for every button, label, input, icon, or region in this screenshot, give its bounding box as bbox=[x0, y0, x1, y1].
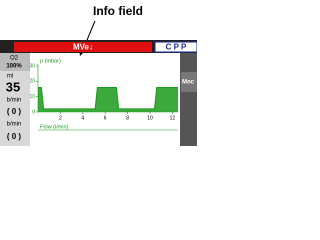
x-tick-label: 2 bbox=[59, 115, 62, 121]
y-tick-label: 30 bbox=[29, 63, 35, 69]
mode-box bbox=[154, 41, 197, 53]
x-tick-label: 12 bbox=[170, 115, 176, 121]
alarm-bar bbox=[14, 42, 152, 52]
flow-label: Flow (l/min) bbox=[40, 124, 69, 130]
o2-label: O2 bbox=[10, 56, 19, 62]
unit: ml bbox=[7, 74, 13, 80]
waveform-line bbox=[38, 86, 178, 110]
plot: 0 10 20 30 2 4 6 8 10 12 bbox=[29, 63, 178, 121]
unit: b/min bbox=[7, 98, 22, 104]
waveform-area bbox=[38, 87, 178, 112]
screenshot: Info field MVe↓ C P P O2 100% ml 35 b/mi… bbox=[0, 0, 197, 146]
x-tick-label: 4 bbox=[81, 115, 84, 121]
value: ( 0 ) bbox=[7, 107, 22, 116]
o2-box bbox=[0, 53, 30, 71]
x-tick-label: 8 bbox=[126, 115, 129, 121]
y-tick-label: 20 bbox=[29, 79, 35, 85]
y-tick-label: 0 bbox=[32, 109, 35, 115]
unit: b/min bbox=[7, 122, 22, 128]
waveform-label: p (mbar) bbox=[40, 58, 61, 64]
value: ( 0 ) bbox=[7, 132, 22, 141]
mode-button-label[interactable]: Moc bbox=[182, 80, 195, 86]
mode-button[interactable] bbox=[181, 72, 197, 92]
right-panel bbox=[180, 53, 197, 146]
y-tick-label: 10 bbox=[29, 94, 35, 100]
x-tick-label: 6 bbox=[104, 115, 107, 121]
background bbox=[0, 0, 197, 146]
value: 35 bbox=[6, 79, 20, 94]
mode-label: C P P bbox=[166, 43, 187, 52]
alarm-message: MVe↓ bbox=[73, 43, 93, 52]
x-tick-label: 10 bbox=[147, 115, 153, 121]
annotation: Info field bbox=[93, 4, 143, 18]
o2-value: 100% bbox=[6, 64, 22, 70]
